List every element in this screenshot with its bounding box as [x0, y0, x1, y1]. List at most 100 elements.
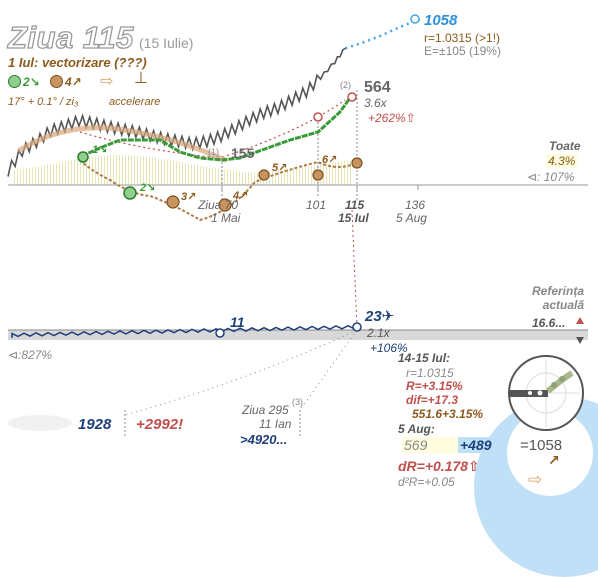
fill-bar	[137, 155, 138, 185]
brown-point-3	[166, 195, 180, 209]
fill-bar	[254, 172, 255, 185]
mark-1: (1)	[208, 147, 219, 157]
page-title: Ziua 115	[7, 19, 134, 55]
page-subtitle: (15 Iulie)	[139, 35, 194, 51]
fill-bar	[98, 156, 99, 185]
current-value: 564	[364, 79, 391, 96]
fill-bar	[128, 155, 129, 185]
fill-bar	[335, 162, 336, 185]
fill-bar	[122, 155, 123, 185]
panel-569: 569	[402, 437, 458, 453]
fill-bar	[155, 157, 156, 185]
mark-3: (3)	[292, 397, 303, 407]
smooth-brown-band	[17, 125, 228, 163]
value-4920: >4920...	[240, 432, 288, 447]
toate-label: Toate	[549, 139, 581, 153]
fill-bar	[125, 155, 126, 185]
fill-bar	[269, 170, 270, 185]
fill-bar	[35, 166, 36, 185]
fill-bar	[341, 161, 342, 185]
fill-bar	[242, 171, 243, 185]
fill-bar	[80, 158, 81, 185]
fill-bar	[161, 158, 162, 185]
ref-point-current	[352, 322, 362, 332]
toate-pct: 4.3%	[546, 154, 578, 168]
panel-1058: =1058	[520, 437, 563, 454]
projection-e: E=±105 (19%)	[424, 44, 501, 58]
value-1928: 1928	[78, 416, 112, 433]
seg-label-6: 6↗	[322, 154, 338, 166]
panel-lever-icon: ↗	[548, 452, 560, 468]
fill-bar	[236, 171, 237, 185]
fill-bar	[71, 160, 72, 185]
fill-bar	[158, 158, 159, 185]
panel-dR: dR=+0.178⇧	[398, 458, 480, 474]
fill-bar	[311, 165, 312, 185]
projection-point	[410, 14, 420, 24]
fill-bar	[350, 159, 351, 185]
fill-bar	[134, 155, 135, 185]
fill-bar	[224, 169, 225, 185]
fill-bar	[299, 167, 300, 185]
xtick-115-date: 15 Iul	[338, 211, 369, 225]
seg-label-2: 2↘	[140, 182, 156, 194]
fill-bar	[344, 160, 345, 185]
fill-bar	[38, 166, 39, 185]
blurred-blob	[8, 415, 72, 431]
fill-bar	[245, 172, 246, 185]
fill-bar	[29, 167, 30, 185]
fill-bar	[257, 171, 258, 185]
fill-bar	[47, 164, 48, 185]
fill-bar	[281, 169, 282, 185]
vectorize-note: 1 Iul: vectorizare (???)	[8, 55, 147, 70]
red-point-1	[313, 112, 323, 122]
fill-bar	[116, 155, 117, 185]
fill-bar	[149, 156, 150, 185]
fill-bar	[284, 169, 285, 185]
chart-canvas	[7, 14, 588, 437]
fill-bar	[248, 172, 249, 185]
fill-bar	[83, 158, 84, 185]
brown-point-6	[312, 169, 324, 181]
brown-point-4	[218, 198, 232, 212]
ref-point-11	[215, 328, 225, 338]
fill-bar	[290, 168, 291, 185]
ziua-295: Ziua 295	[242, 403, 289, 417]
fill-bar	[251, 172, 252, 185]
seg-label-3: 3↗	[181, 191, 197, 203]
ref-down-triangle	[576, 337, 584, 344]
series-reference-line	[11, 324, 355, 338]
fill-bar	[77, 159, 78, 185]
reference-band	[8, 330, 588, 340]
fill-bar	[50, 164, 51, 185]
fill-bar	[185, 163, 186, 185]
panel-sum: 551.6+3.15%	[412, 407, 484, 421]
value-2992: +2992!	[136, 416, 184, 433]
fill-bar	[194, 164, 195, 185]
area-fill	[14, 155, 351, 185]
fill-bar	[110, 155, 111, 185]
green-dot-icon	[8, 75, 21, 88]
xtick-101: 101	[306, 198, 327, 212]
fill-bar	[233, 170, 234, 185]
green-point-2	[123, 186, 137, 200]
fill-bar	[17, 169, 18, 185]
fill-bar	[173, 160, 174, 185]
fill-bar	[221, 169, 222, 185]
date-11-ian: 11 Ian	[259, 417, 292, 431]
seg-label-1: 1↘	[92, 144, 108, 156]
fill-bar	[230, 170, 231, 185]
x-ticks-top	[221, 185, 419, 190]
panel-489: +489	[458, 437, 494, 453]
fill-bar	[206, 166, 207, 185]
fill-bar	[146, 156, 147, 185]
reference-factor: 2.1x	[367, 326, 390, 340]
panel-dif: dif=+17.3	[406, 393, 459, 407]
reference-pct: +106%	[370, 341, 408, 355]
series-brown	[79, 159, 358, 222]
legend-green: 2↘	[8, 75, 40, 89]
guide-line-2	[299, 329, 358, 411]
current-factor: 3.6x	[364, 96, 387, 110]
fill-bar	[209, 167, 210, 185]
fill-bar	[215, 168, 216, 185]
